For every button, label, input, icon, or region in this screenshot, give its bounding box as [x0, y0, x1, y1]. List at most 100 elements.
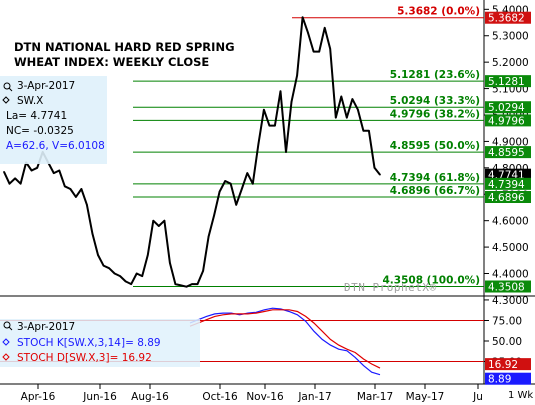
- price-point: [75, 196, 77, 198]
- price-point: [235, 204, 238, 206]
- price-point: [124, 280, 127, 283]
- price-point: [102, 264, 105, 267]
- axis-badge-label: 4.7394: [488, 179, 525, 191]
- price-point: [80, 188, 83, 190]
- price-point: [202, 270, 204, 272]
- price-point: [340, 95, 343, 98]
- y-tick-label: 4.6000: [492, 216, 529, 228]
- stoch-d-line: [189, 309, 381, 369]
- price-point: [146, 254, 149, 256]
- stoch-axis-badge: [485, 372, 531, 385]
- price-point: [362, 130, 365, 132]
- price-point: [141, 275, 144, 277]
- price-point: [180, 284, 182, 287]
- price-point: [52, 172, 55, 174]
- axis-badge-label: 4.6896: [488, 192, 525, 204]
- price-point: [158, 225, 160, 227]
- price-series: [3, 16, 381, 288]
- price-point: [191, 283, 193, 285]
- info-box: [0, 76, 107, 164]
- stoch-y-tick-label: 50.00: [492, 336, 522, 348]
- fib-label: 4.7394 (61.8%): [390, 172, 480, 184]
- y-tick-label: 4.9000: [492, 136, 529, 148]
- price-point: [3, 170, 5, 173]
- price-point: [285, 151, 287, 153]
- crosshair-icon: [3, 321, 13, 331]
- price-point: [307, 32, 309, 34]
- price-point: [379, 173, 381, 176]
- fib-label: 5.1281 (23.6%): [390, 69, 480, 81]
- price-point: [334, 116, 337, 119]
- price-point: [169, 262, 171, 264]
- fib-label: 5.3682 (0.0%): [397, 6, 480, 18]
- y-tick-label: 4.4000: [492, 269, 529, 281]
- info-net-change: NC= -0.0325: [6, 125, 74, 137]
- price-point: [19, 182, 22, 185]
- axis-badge: [485, 101, 531, 114]
- watermark: DTN ProphetX®: [344, 281, 437, 294]
- stoch-d-label: STOCH D[SW.X,3]= 16.92: [17, 352, 152, 364]
- stoch-k-marker-icon: [2, 338, 10, 346]
- price-point: [268, 124, 271, 127]
- y-axis-badges: 5.36825.12815.02944.97964.85954.77414.73…: [485, 11, 531, 294]
- crosshair-icon: [3, 82, 13, 92]
- stoch-k-label: STOCH K[SW.X,3,14]= 8.89: [17, 337, 161, 349]
- axis-badge-label: 4.3508: [488, 282, 525, 294]
- price-point: [323, 27, 326, 29]
- fib-label: 4.9796 (38.2%): [390, 108, 480, 120]
- axis-badge-label: 5.1281: [488, 76, 525, 88]
- price-point: [218, 190, 221, 193]
- x-tick-label: Ju: [472, 391, 483, 403]
- y-tick-label: 4.5000: [492, 242, 529, 254]
- fib-label: 4.6896 (66.7%): [390, 185, 480, 197]
- fib-label: 4.8595 (50.0%): [390, 140, 480, 152]
- price-point: [263, 108, 265, 111]
- y-tick-label: 4.3000: [492, 295, 529, 307]
- price-point: [97, 254, 99, 256]
- price-point: [213, 214, 215, 217]
- price-point: [301, 16, 304, 19]
- axis-badge-label: 4.9796: [488, 115, 525, 127]
- x-axis-ticks: Apr-16 Jun-16 Aug-16 Oct-16 Nov-16 Jan-17 Mar-…: [21, 384, 483, 403]
- price-point: [152, 219, 155, 222]
- info-date: 3-Apr-2017: [17, 80, 75, 92]
- fib-levels: 5.3682 (0.0%) 5.1281 (23.6%) 5.0294 (33.3%…: [133, 6, 484, 288]
- price-point: [113, 272, 116, 275]
- stoch-axis-badge-label: 8.89: [488, 374, 511, 386]
- x-tick-label: May-17: [406, 391, 445, 403]
- price-point: [185, 285, 188, 288]
- price-point: [196, 283, 199, 285]
- price-point: [318, 50, 320, 53]
- price-point: [36, 167, 38, 169]
- price-point: [91, 233, 94, 235]
- x-tick-label: Apr-16: [21, 391, 56, 403]
- price-point: [163, 219, 166, 222]
- price-point: [368, 130, 370, 132]
- axis-badge: [485, 168, 531, 181]
- axis-badge: [485, 146, 531, 159]
- y-axis-ticks: 5.40005.30005.20005.10005.00004.90004.80…: [484, 4, 529, 307]
- price-point: [135, 272, 138, 275]
- chart-title-line-2: WHEAT INDEX: WEEKLY CLOSE: [14, 55, 209, 69]
- x-tick-label: Nov-16: [246, 391, 284, 403]
- stoch-info-box: [0, 319, 200, 367]
- y-tick-label: 5.2000: [492, 57, 529, 69]
- price-point: [64, 185, 66, 188]
- price-point: [246, 172, 249, 174]
- x-tick-label: Jun-16: [82, 391, 117, 403]
- price-point: [240, 188, 243, 190]
- price-point: [174, 283, 177, 285]
- axis-badge-label: 5.3682: [488, 13, 525, 25]
- price-point: [86, 204, 88, 206]
- x-tick-label: Aug-16: [131, 391, 169, 403]
- x-tick-label: Mar-17: [357, 391, 393, 403]
- stoch-y-tick-label: 75.00: [492, 316, 522, 328]
- price-point: [69, 188, 72, 190]
- price-point: [119, 275, 121, 277]
- x-tick-label: Oct-16: [202, 391, 238, 403]
- price-point: [8, 182, 11, 185]
- price-point: [373, 167, 376, 169]
- fib-label: 4.3508 (100.0%): [382, 275, 480, 287]
- price-point: [108, 267, 110, 270]
